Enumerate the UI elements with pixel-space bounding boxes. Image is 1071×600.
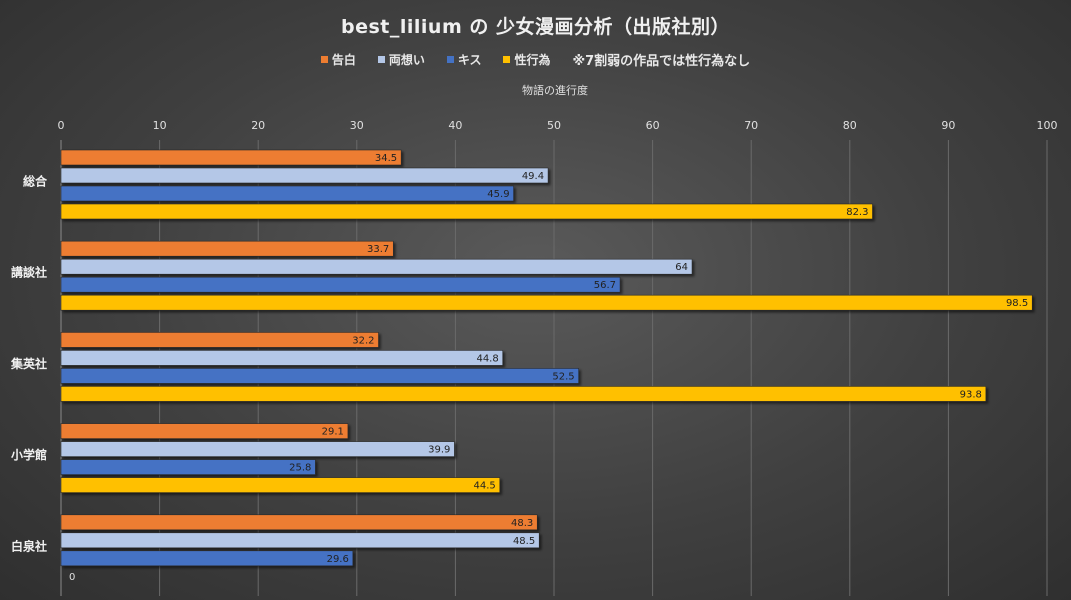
bar — [60, 441, 455, 457]
data-label: 45.9 — [487, 189, 509, 200]
data-label: 33.7 — [367, 244, 389, 255]
legend: 告白 両想い キス 性行為 ※7割弱の作品では性行為なし — [0, 50, 1071, 69]
bar — [60, 350, 504, 366]
legend-note: ※7割弱の作品では性行為なし — [572, 54, 751, 69]
bar — [60, 276, 621, 293]
data-label: 34.5 — [375, 153, 397, 164]
legend-swatch-mutual — [377, 56, 385, 63]
x-tick-label: 10 — [153, 119, 167, 132]
legend-label-confession: 告白 — [331, 53, 356, 67]
bar — [60, 550, 354, 567]
x-tick-label: 20 — [251, 119, 265, 132]
legend-label-sex: 性行為 — [514, 53, 551, 67]
data-label: 93.8 — [960, 389, 982, 400]
x-tick-label: 40 — [448, 119, 462, 132]
data-label: 56.7 — [594, 280, 616, 291]
data-label: 49.4 — [522, 171, 544, 182]
data-label: 82.3 — [846, 207, 868, 218]
bar — [60, 185, 514, 202]
bar — [60, 477, 501, 493]
category-label: 集英社 — [10, 356, 47, 371]
data-label: 48.5 — [513, 536, 535, 547]
data-label: 64 — [675, 262, 688, 273]
data-label: 52.5 — [552, 371, 574, 382]
bar — [60, 203, 873, 220]
bar — [60, 423, 349, 439]
legend-label-mutual: 両想い — [388, 53, 425, 67]
category-label: 講談社 — [11, 265, 47, 280]
legend-label-kiss: キス — [457, 53, 482, 67]
data-label: 39.9 — [428, 445, 450, 456]
x-tick-label: 0 — [58, 119, 65, 132]
data-label: 0 — [69, 572, 75, 583]
data-label: 29.6 — [327, 554, 349, 565]
chart-title: best_lilium の 少女漫画分析（出版社別） — [341, 16, 730, 38]
category-label: 白泉社 — [11, 538, 47, 553]
legend-swatch-confession — [320, 56, 328, 63]
bar — [60, 167, 549, 184]
bar — [60, 514, 538, 531]
bar — [60, 149, 402, 166]
bar — [60, 294, 1033, 311]
bar — [60, 386, 987, 402]
legend-item-confession: 告白 — [320, 51, 356, 68]
x-tick-label: 100 — [1037, 119, 1058, 132]
bar — [60, 532, 540, 549]
x-tick-label: 90 — [941, 119, 955, 132]
bar — [60, 258, 693, 275]
bar — [60, 459, 316, 475]
data-label: 29.1 — [322, 427, 344, 438]
data-label: 44.5 — [474, 481, 496, 492]
data-label: 32.2 — [352, 335, 374, 346]
bar — [60, 332, 379, 348]
x-tick-label: 30 — [350, 119, 364, 132]
x-tick-label: 70 — [744, 119, 758, 132]
data-label: 44.8 — [476, 353, 498, 364]
legend-item-sex: 性行為 — [503, 51, 551, 68]
bar — [60, 368, 579, 384]
x-tick-label: 80 — [843, 119, 857, 132]
x-tick-label: 60 — [646, 119, 660, 132]
category-label: 小学館 — [11, 447, 47, 462]
data-label: 48.3 — [511, 518, 533, 529]
data-label: 98.5 — [1006, 298, 1028, 309]
x-axis-title: 物語の進行度 — [522, 84, 588, 97]
legend-item-kiss: キス — [446, 51, 482, 68]
legend-swatch-sex — [503, 56, 511, 63]
bar — [60, 240, 394, 257]
data-label: 25.8 — [289, 463, 311, 474]
legend-swatch-kiss — [446, 56, 454, 63]
category-label: 総合 — [23, 174, 48, 189]
x-tick-label: 50 — [547, 119, 561, 132]
legend-item-mutual: 両想い — [377, 51, 425, 68]
